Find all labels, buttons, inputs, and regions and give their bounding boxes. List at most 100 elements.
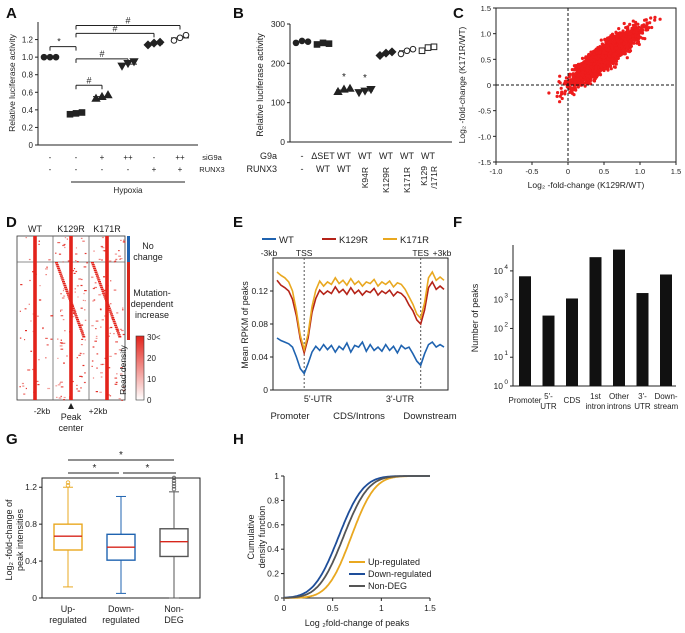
scatter-point <box>586 61 591 65</box>
group-point <box>66 110 74 118</box>
read-dot <box>80 307 83 309</box>
scatter-point <box>601 54 605 58</box>
read-dot <box>113 289 117 291</box>
series-line-wt <box>276 337 445 376</box>
read-dot <box>96 353 99 355</box>
y-tick-label: 0.08 <box>251 319 268 329</box>
read-dot <box>28 303 30 305</box>
peak-center-arrow <box>68 403 74 409</box>
read-dot <box>56 265 60 268</box>
condition-value: ++ <box>123 153 133 162</box>
x-tick-label: 0.5 <box>327 603 339 613</box>
scatter-point <box>608 51 612 55</box>
read-dot <box>91 365 93 367</box>
read-dot <box>75 247 77 249</box>
read-dot <box>72 312 75 314</box>
scatter-point <box>585 66 590 70</box>
scatter-point <box>645 22 649 26</box>
runx3-value-rotated: K129 <box>419 166 429 186</box>
colorbar-tick-label: 30< <box>147 333 161 342</box>
read-dot <box>84 372 86 374</box>
y-axis-label: Relative luciferase activity <box>7 33 17 132</box>
read-dot <box>100 309 102 311</box>
read-dot <box>115 341 118 343</box>
legend-label: Up-regulated <box>368 557 420 567</box>
read-dot <box>63 399 65 401</box>
read-dot <box>80 237 83 239</box>
scatter-point <box>628 39 632 43</box>
read-dot <box>38 359 40 361</box>
read-dot <box>57 267 61 270</box>
row-label-runx3: RUNX3 <box>246 164 277 174</box>
runx3-value: WT <box>337 164 351 174</box>
read-dot <box>78 324 82 327</box>
g9a-value: WT <box>337 151 351 161</box>
read-dot <box>39 285 41 287</box>
scatter-point <box>577 73 581 77</box>
read-dot <box>73 268 76 270</box>
read-dot <box>102 250 106 252</box>
read-dot <box>76 357 78 359</box>
scatter-point <box>576 77 580 81</box>
y-tick-label: 0.2 <box>22 123 34 132</box>
heatmap-diagonal-band <box>55 262 86 338</box>
x-category-label: UTR <box>634 402 651 411</box>
row-label: siG9a <box>202 153 222 162</box>
scatter-point <box>563 89 568 93</box>
panel-g-boxplot: 0 0.4 0.8 1.2 Log₂ -fold-change of peak inten… <box>4 450 201 625</box>
read-dot <box>60 310 62 312</box>
group-point <box>418 47 426 55</box>
read-dot <box>69 331 72 333</box>
x-category-label: CDS <box>564 396 581 405</box>
read-dot <box>92 265 96 268</box>
read-dot <box>61 279 65 281</box>
g9a-value: WT <box>379 151 393 161</box>
read-dot <box>113 261 116 263</box>
scatter-point <box>614 58 618 62</box>
y-tick-label: 1.5 <box>481 4 491 13</box>
group-point <box>72 110 80 117</box>
read-dot <box>45 337 48 339</box>
series-line-k129r <box>276 279 445 356</box>
read-dot <box>98 258 101 260</box>
scatter-point <box>571 87 575 92</box>
x-category-label: regulated <box>49 615 87 625</box>
colorbar-tick-label: 20 <box>147 354 156 363</box>
read-dot <box>95 337 98 339</box>
group-point <box>345 83 355 92</box>
panel-a-luciferase-sig9a-chart: 0 0.2 0.4 0.6 0.8 1.0 1.2 Relative luciferase a… <box>7 16 225 195</box>
read-dot <box>107 307 111 309</box>
read-dot <box>105 285 109 287</box>
read-dot <box>80 352 82 355</box>
read-dot <box>58 253 62 255</box>
read-dot <box>29 279 31 282</box>
read-dot <box>107 305 111 308</box>
scatter-point <box>576 85 580 89</box>
read-dot <box>66 355 68 357</box>
group-point <box>339 84 349 93</box>
read-dot <box>78 278 82 280</box>
read-dot <box>82 353 85 355</box>
read-dot <box>64 288 68 291</box>
group-point <box>176 34 184 42</box>
scatter-point <box>582 81 586 85</box>
read-dot <box>80 330 84 332</box>
read-dot <box>60 395 62 397</box>
read-dot <box>104 298 108 300</box>
read-dot <box>69 301 73 304</box>
y-tick-label: 0.5 <box>481 55 491 64</box>
scatter-point <box>577 69 581 73</box>
y-axis-label: density function <box>257 506 267 569</box>
scatter-point <box>644 28 648 32</box>
read-dot <box>78 326 82 328</box>
read-dot <box>60 309 63 311</box>
read-dot <box>105 378 109 380</box>
scatter-point <box>585 68 589 72</box>
panel-label-b: B <box>233 5 244 22</box>
y-tick-label: -1.0 <box>478 132 491 141</box>
scatter-point <box>581 73 585 77</box>
read-dot <box>118 336 122 338</box>
box <box>53 523 83 551</box>
group-label-increase: Mutation- <box>133 288 171 298</box>
